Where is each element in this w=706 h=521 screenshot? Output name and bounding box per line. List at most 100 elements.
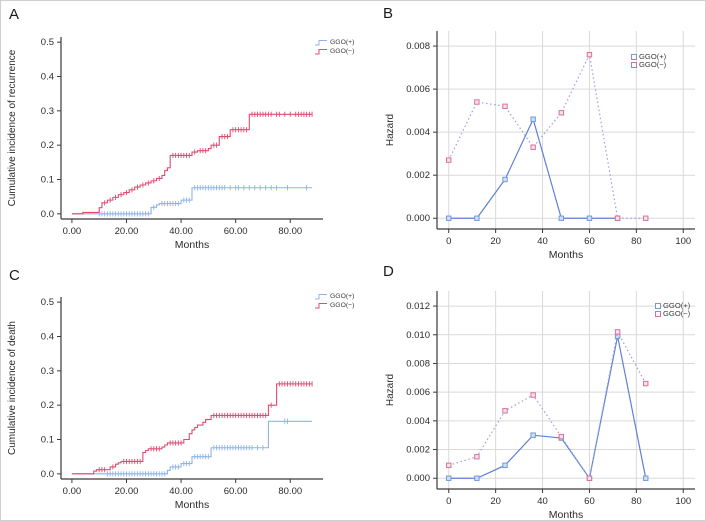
y-tick-label: 0.004 [406,416,430,427]
data-point-marker [614,333,621,339]
data-point-marker [643,380,649,387]
panel-d-plot: 0 20 40 60 80 100 0.000 0.002 0.004 0.006 0.008 0.0… [385,291,695,520]
y-tick-label: 0.3 [41,366,54,377]
x-tick-label: 60.00 [224,486,248,497]
legend-entry: GGO(+) [315,292,354,301]
data-point-marker [446,215,452,221]
hazard-line-ggo+ [448,117,618,219]
data-point-marker [502,462,508,469]
y-tick-label: 0.4 [41,331,54,342]
data-point-marker [446,462,452,469]
legend-label: GGO(−) [330,47,355,55]
legend-entry: GGO(−) [315,301,354,310]
x-tick-label: 40.00 [169,226,193,237]
data-point-marker [474,215,480,221]
x-tick-label: 60.00 [224,226,248,237]
x-tick-label: 0.00 [63,486,82,497]
x-tick-label: 40 [537,496,548,507]
legend-label: GGO(+) [330,38,355,46]
panel-c: C 0.00 20.00 40.00 60.00 80.00 0.0 0.1 0.2 0.3 0.… [1,261,354,520]
y-tick-label: 0.006 [406,84,430,95]
panel-b: B 0 20 40 60 80 100 0.000 0.002 0.004 0.006 0.008 M… [353,1,705,261]
legend-label: GGO(+) [639,52,667,61]
data-point-marker [530,144,536,150]
legend-square-icon [631,53,637,60]
data-point-marker [446,157,452,163]
y-tick-label: 0.2 [41,400,54,411]
km-line-ggo+ [71,187,313,215]
y-tick-label: 0.010 [406,330,430,341]
km-line-ggo+ [71,420,313,475]
legend-label: GGO(−) [663,308,691,318]
x-tick-label: 0 [446,236,451,247]
x-tick-label: 80 [631,496,642,507]
data-point-marker [614,329,621,335]
y-tick-label: 0.5 [41,297,54,308]
x-tick-label: 0 [446,496,451,507]
data-point-marker [558,215,565,221]
panel-label-a: A [9,6,20,23]
data-point-marker [643,475,649,481]
hazard-line-ggo [448,52,646,219]
data-point-marker [586,215,593,221]
x-tick-label: 100 [675,236,691,247]
y-tick-label: 0.5 [41,37,54,48]
data-point-marker [446,475,452,481]
y-tick-label: 0.1 [41,175,54,186]
y-tick-label: 0.0 [41,209,54,220]
y-tick-label: 0.3 [41,106,54,117]
y-tick-label: 0.000 [406,473,430,484]
legend-entry: GGO(−) [315,47,354,56]
x-tick-label: 60 [584,236,595,247]
panel-c-legend: GGO(+) GGO(−) [315,292,354,310]
panel-c-plot: 0.00 20.00 40.00 60.00 80.00 0.0 0.1 0.2 0.3 0.4 0… [7,297,323,511]
y-tick-label: 0.004 [406,127,430,138]
legend-label: GGO(+) [330,292,355,300]
x-axis-title: Months [175,499,209,511]
panel-label-c: C [9,267,21,284]
legend-label: GGO(+) [663,301,691,310]
data-point-marker [558,433,565,440]
panel-a-plot: 0.00 20.00 40.00 60.00 80.00 0.0 0.1 0.2 0.3 0.4 0… [7,37,323,251]
data-point-marker [474,475,480,481]
data-point-marker [474,454,480,460]
panel-b-plot: 0 20 40 60 80 100 0.000 0.002 0.004 0.006 0.008 Mon… [385,31,695,261]
legend-step-icon [315,294,327,300]
y-tick-label: 0.000 [406,213,430,224]
y-axis-title: Cumulative incidence of death [7,321,18,455]
panel-a-legend: GGO(+) GGO(−) [315,38,354,56]
panel-label-b: B [383,5,394,22]
x-tick-label: 20.00 [115,226,139,237]
x-tick-label: 20 [490,236,501,247]
data-point-marker [502,408,508,414]
data-point-marker [502,103,508,110]
legend-entry: GGO(+) [655,302,690,310]
legend-square-icon [655,302,661,309]
legend-label: GGO(−) [639,59,667,69]
x-tick-label: 80.00 [278,226,302,237]
panel-a: A 0.00 20.00 40.00 60.00 80.00 0.0 0.1 0.2 0.3 0.… [1,1,354,261]
x-tick-label: 60 [584,496,595,507]
x-axis-title: Months [549,249,583,261]
x-tick-label: 40.00 [169,486,193,497]
legend-square-icon [655,310,661,317]
km-line-ggo [71,383,313,475]
hazard-line-ggo+ [448,336,647,480]
y-tick-label: 0.006 [406,387,430,398]
y-tick-label: 0.002 [406,445,430,456]
data-point-marker [530,116,536,122]
legend-step-icon [315,303,327,309]
legend-label: GGO(−) [330,301,355,309]
data-point-marker [502,176,508,183]
data-point-marker [586,51,593,58]
data-point-marker [530,392,536,398]
x-tick-label: 40 [537,236,548,247]
y-tick-label: 0.1 [41,435,54,446]
x-tick-label: 20.00 [115,486,139,497]
y-axis-title: Hazard [385,114,396,146]
y-tick-label: 0.4 [41,71,54,82]
y-tick-label: 0.0 [41,469,54,480]
data-point-marker [614,215,621,221]
data-point-marker [586,475,593,481]
